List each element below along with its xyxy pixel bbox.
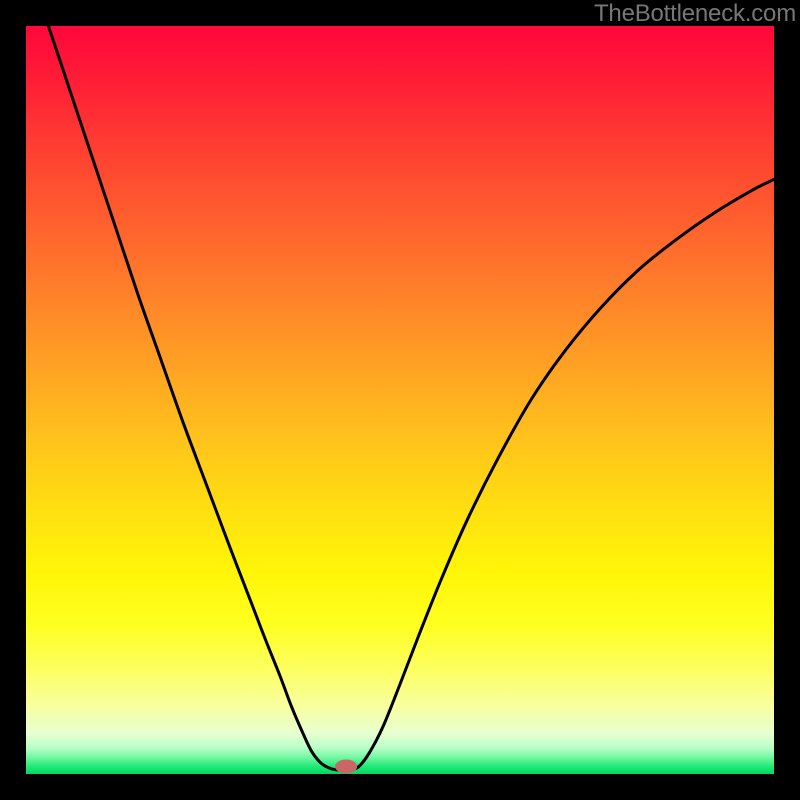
plot-gradient-background — [26, 26, 774, 774]
watermark-text: TheBottleneck.com — [594, 0, 796, 28]
minimum-marker — [335, 760, 357, 774]
bottleneck-chart — [0, 0, 800, 800]
chart-container: TheBottleneck.com — [0, 0, 800, 800]
